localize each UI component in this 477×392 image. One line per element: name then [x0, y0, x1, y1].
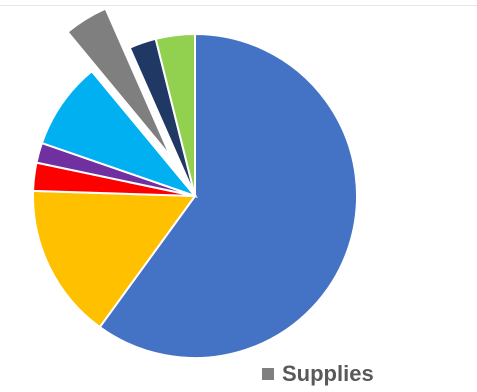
- pie-slice: [40, 69, 199, 199]
- pie-slice: [66, 7, 172, 158]
- pie-slice: [98, 32, 358, 359]
- legend-marker: [262, 368, 274, 380]
- pie-slice: [32, 189, 197, 329]
- legend-label: Supplies: [282, 361, 374, 386]
- pie-slice: [154, 32, 196, 197]
